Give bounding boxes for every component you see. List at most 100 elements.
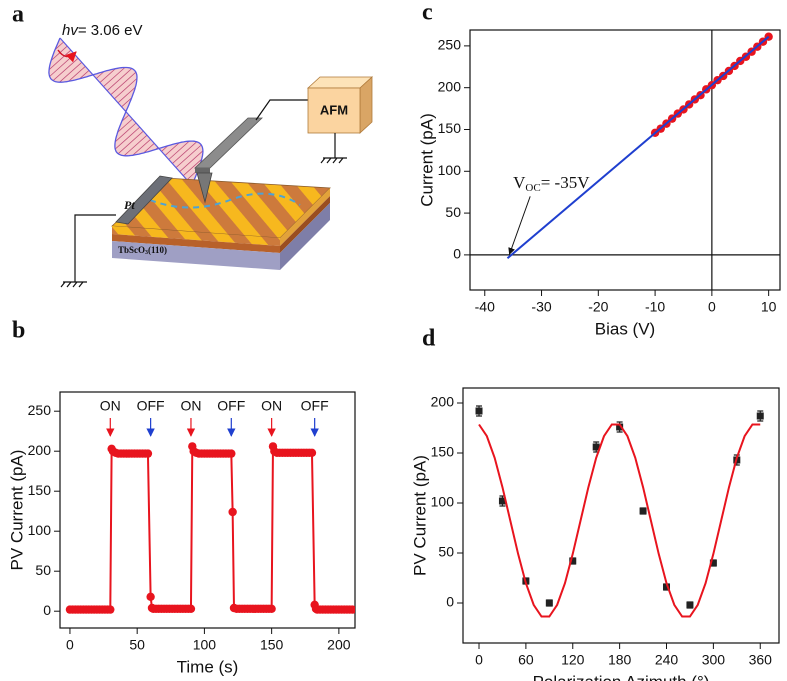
wire — [255, 99, 308, 121]
substrate-sub: 3 — [145, 250, 148, 256]
annotation-part: OC — [525, 181, 540, 193]
y-tick-label: 0 — [453, 246, 461, 262]
x-tick-label: 300 — [702, 652, 726, 668]
x-tick-label: 200 — [327, 637, 351, 653]
x-tick-label: 0 — [475, 652, 483, 668]
wave-axis — [59, 37, 206, 201]
ground — [60, 281, 87, 288]
y-axis-title: Current (pA) — [417, 113, 436, 207]
annotation: ON — [100, 398, 121, 414]
photon-value: = 3.06 eV — [78, 22, 143, 39]
point — [186, 604, 196, 613]
x-tick-label: 50 — [129, 637, 145, 653]
electrode-label: Pt — [124, 198, 135, 212]
data-area — [475, 405, 764, 618]
point — [592, 443, 600, 451]
annotation: OFF — [301, 398, 329, 414]
y-tick-label: 200 — [28, 442, 52, 458]
y-tick-label: 50 — [438, 544, 454, 560]
x-tick-label: 10 — [761, 299, 777, 315]
series-line — [506, 35, 770, 259]
x-tick-label: -10 — [645, 299, 665, 315]
point — [569, 557, 577, 565]
x-tick-label: 360 — [749, 652, 773, 668]
plot-frame — [462, 387, 780, 644]
point — [267, 604, 276, 613]
substrate-text: TbScO — [118, 245, 145, 255]
x-tick-label: -40 — [475, 299, 495, 315]
substrate-side — [280, 203, 330, 270]
x-axis-title: Time (s) — [177, 657, 239, 676]
voc-annotation: VOC= -35V — [513, 173, 590, 194]
y-tick-label: 0 — [446, 594, 454, 610]
y-tick-label: 150 — [28, 482, 52, 498]
substrate-front — [112, 241, 280, 270]
y-tick-label: 100 — [431, 494, 455, 510]
y-tick-label: 200 — [438, 78, 462, 94]
x-tick-label: 180 — [608, 652, 632, 668]
wave-fill — [48, 38, 206, 222]
point — [616, 423, 624, 431]
y-axis-title: PV Current (pA) — [410, 455, 429, 576]
data-area — [506, 32, 773, 259]
y-tick-label: 50 — [35, 562, 51, 578]
point — [756, 412, 764, 420]
y-tick-label: 250 — [28, 402, 52, 418]
x-tick-label: -20 — [588, 299, 608, 315]
y-tick-label: 200 — [431, 394, 455, 410]
annotation: OFF — [217, 398, 245, 414]
y-tick-label: 100 — [438, 162, 462, 178]
point — [663, 583, 671, 591]
pt-electrode — [115, 175, 173, 225]
point — [307, 448, 317, 457]
y-tick-label: 50 — [445, 204, 461, 220]
photon-symbol: hv — [62, 22, 79, 39]
plot-frame — [469, 29, 781, 291]
series-line — [478, 423, 761, 618]
point — [146, 592, 155, 601]
y-tick-label: 250 — [438, 37, 462, 53]
annotation: OFF — [137, 398, 165, 414]
schematic: TbScO3(110) Pt AFM hv= 3.06 eV — [48, 22, 374, 288]
point — [227, 449, 236, 458]
polarization-arrow — [57, 49, 77, 63]
point — [475, 407, 483, 415]
y-axis-title: PV Current (pA) — [7, 450, 26, 571]
panel-label: c — [422, 0, 433, 26]
x-axis-title: Polarization Azimuth (°) — [533, 672, 710, 681]
series-line — [69, 445, 353, 611]
annotation-part: = -35V — [541, 173, 590, 192]
point — [106, 605, 115, 614]
electrode-layer — [112, 234, 280, 253]
x-tick-label: 100 — [193, 637, 217, 653]
point — [686, 601, 694, 609]
cantilever — [193, 117, 263, 169]
point — [498, 497, 506, 505]
point — [545, 599, 553, 607]
annotation-arrow — [508, 196, 531, 255]
chart: 0 50 100 150 200 0 50 100 150 200 250 Time (s) PV Cu… — [7, 391, 356, 676]
x-tick-label: 150 — [260, 637, 284, 653]
y-tick-label: 150 — [438, 120, 462, 136]
x-tick-label: 240 — [655, 652, 679, 668]
film-front — [112, 226, 280, 246]
light-wave — [48, 37, 206, 222]
chart: 0 60 120 180 240 300 360 0 50 100 150 200 Polarizati… — [410, 387, 780, 681]
x-tick-label: -30 — [531, 299, 551, 315]
x-tick-label: 0 — [66, 637, 74, 653]
panel-label: a — [12, 2, 24, 28]
annotation: ON — [180, 398, 201, 414]
photon-energy: hv= 3.06 eV — [62, 22, 142, 39]
annotation-part: V — [513, 173, 526, 192]
panel-label: b — [12, 318, 25, 344]
point — [228, 507, 237, 517]
x-axis-title: Bias (V) — [595, 319, 655, 338]
panel-label: d — [422, 326, 436, 352]
point — [709, 559, 717, 567]
data-area — [65, 442, 355, 614]
substrate-label: TbScO3(110) — [118, 245, 167, 256]
y-tick-label: 0 — [43, 602, 51, 618]
afm-tip — [196, 172, 213, 204]
